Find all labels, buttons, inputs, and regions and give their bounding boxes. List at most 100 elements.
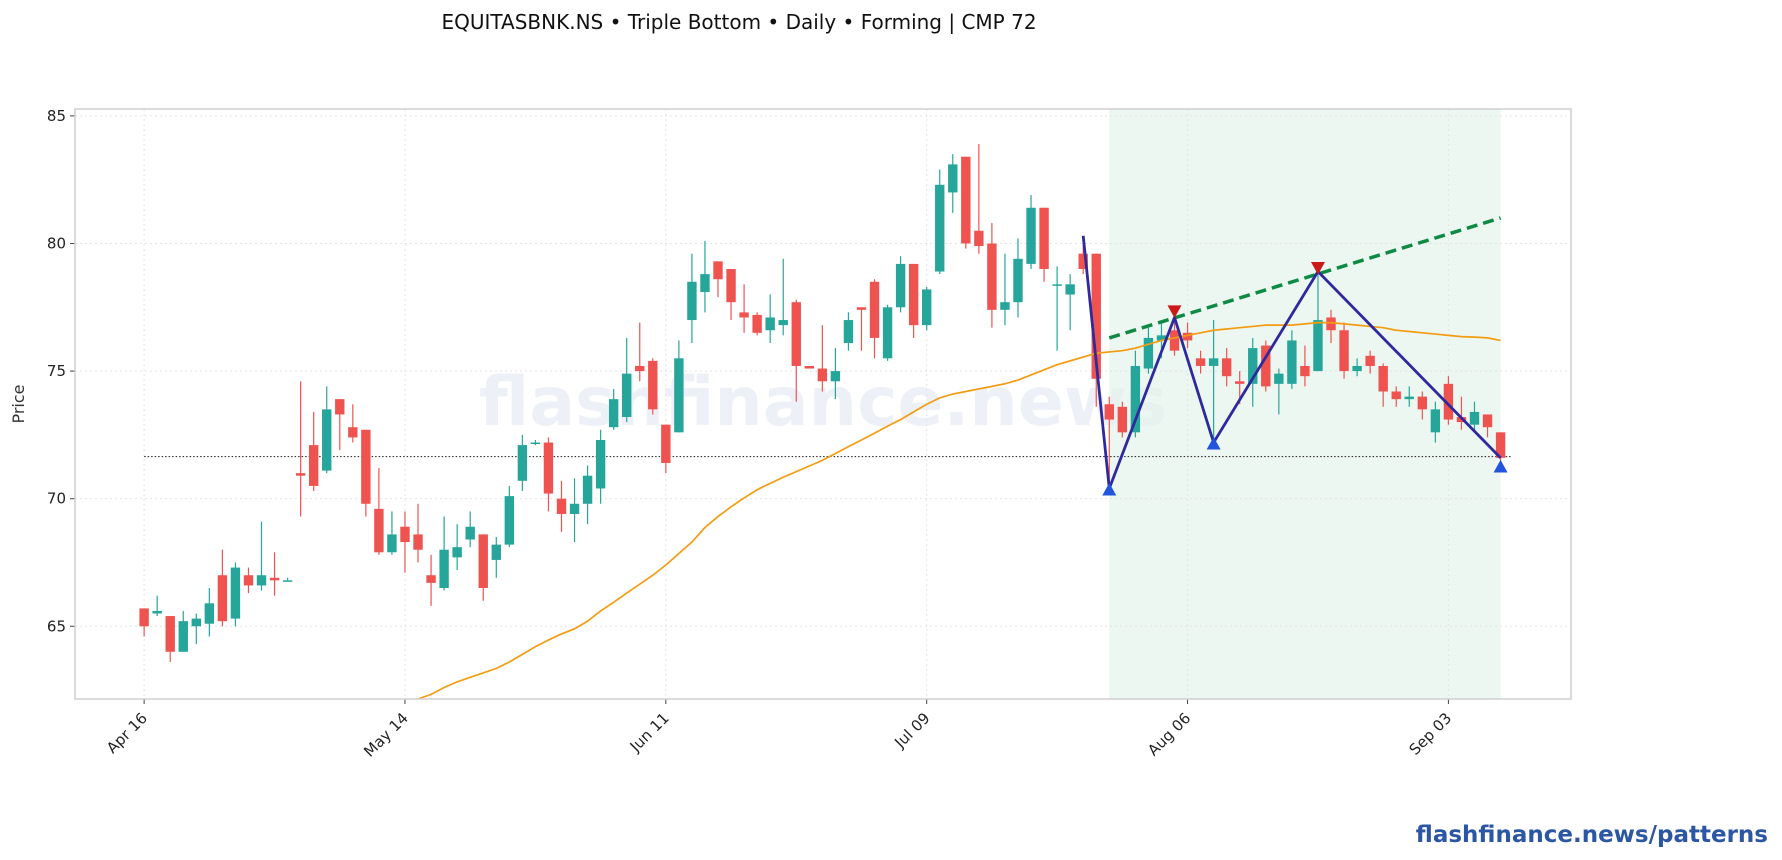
y-tick-label: 85 [47, 107, 66, 125]
candle-body [1195, 358, 1206, 366]
candle-body [204, 603, 215, 624]
candle-body [1313, 320, 1323, 372]
candle-body [230, 567, 241, 619]
candle-body [1000, 302, 1010, 310]
plot-area [75, 109, 1571, 699]
x-tick-label: Jul 09 [890, 709, 933, 752]
candle-body [726, 269, 736, 303]
candle-body [569, 503, 580, 514]
candle-body [674, 358, 684, 433]
candle-body [1052, 284, 1062, 286]
candle-body [139, 608, 149, 627]
footer-link: flashfinance.news/patterns [1416, 822, 1768, 848]
y-tick-label: 80 [47, 234, 66, 252]
candle-body [778, 320, 788, 326]
candle-body [491, 544, 501, 560]
candle-body [543, 442, 554, 494]
candle-body [1221, 358, 1232, 377]
candle-body [608, 399, 619, 428]
candle-body [1404, 396, 1414, 400]
candle-body [1495, 432, 1506, 458]
moving-average-line [415, 321, 1501, 699]
x-tick-label: Apr 16 [103, 709, 151, 757]
candle-body [752, 314, 762, 333]
pattern-region [1109, 109, 1501, 699]
candle-body [1417, 396, 1428, 410]
candle-body [1482, 414, 1493, 428]
y-tick-label: 70 [47, 490, 66, 508]
candle-body [987, 243, 997, 310]
candle-body [595, 439, 606, 489]
candle-body [348, 427, 358, 438]
y-tick-label: 75 [47, 362, 66, 380]
candle-body [1391, 391, 1401, 400]
y-axis-label: Price [9, 384, 28, 423]
candle-body [1182, 332, 1193, 341]
candle-body [413, 534, 423, 550]
candle-body [791, 302, 801, 366]
candle-body [1065, 284, 1075, 295]
candle-body [465, 526, 475, 540]
candle-body [974, 230, 984, 247]
candle-body [361, 429, 371, 504]
candle-body [1130, 365, 1141, 433]
candle-body [804, 365, 815, 369]
candle-body [335, 399, 345, 415]
candle-body [243, 575, 254, 586]
candle-body [1443, 383, 1454, 420]
candle-body [843, 320, 854, 344]
candle-body [1365, 355, 1375, 366]
candle-body [1156, 335, 1167, 341]
candle-body [1078, 253, 1088, 270]
candle-body [1430, 409, 1441, 433]
candle-body [178, 621, 188, 652]
candle-body [1235, 381, 1245, 384]
x-tick-label: Sep 03 [1406, 709, 1456, 759]
peak-marker [1167, 305, 1182, 318]
y-tick-label: 65 [47, 617, 66, 635]
candle-body [374, 508, 384, 553]
candle-body [856, 307, 867, 310]
peak-marker [1310, 262, 1325, 275]
x-tick-label: May 14 [360, 709, 412, 761]
x-tick-label: Jun 11 [626, 709, 673, 756]
candle-body [687, 281, 697, 321]
candle-body [1117, 406, 1128, 433]
candle-body [400, 526, 410, 543]
candle-body [1378, 365, 1388, 392]
candle-body [426, 575, 436, 583]
candle-body [295, 473, 306, 476]
trough-marker [1102, 482, 1117, 496]
candle-body [869, 281, 880, 338]
candle-body [882, 307, 893, 359]
candle-body [817, 368, 828, 382]
candle-body [700, 274, 710, 292]
candle-body [765, 317, 775, 331]
candle-body [282, 580, 293, 582]
candle-body [217, 575, 228, 622]
candle-body [739, 312, 749, 318]
candle-body [921, 289, 932, 326]
candle-body [322, 409, 332, 471]
chart-title: EQUITASBNK.NS • Triple Bottom • Daily • … [441, 10, 1036, 34]
candle-body [895, 263, 906, 308]
candle-body [1091, 253, 1101, 379]
candle-body [478, 534, 488, 588]
candle-body [1143, 337, 1154, 369]
candle-body [1469, 411, 1480, 425]
candle-body [1339, 330, 1349, 372]
candle-body [1013, 258, 1023, 303]
candle-body [661, 424, 671, 463]
trough-marker [1493, 459, 1508, 473]
candle-body [1104, 404, 1114, 420]
candle-body [1287, 340, 1297, 384]
candle-body [269, 577, 280, 581]
candle-body [1326, 317, 1336, 331]
candle-body [556, 498, 567, 514]
candle-body [191, 618, 201, 627]
candle-body [648, 360, 658, 410]
candle-body [830, 371, 841, 382]
pattern-zigzag [1081, 235, 1502, 489]
candle-body [504, 496, 515, 545]
